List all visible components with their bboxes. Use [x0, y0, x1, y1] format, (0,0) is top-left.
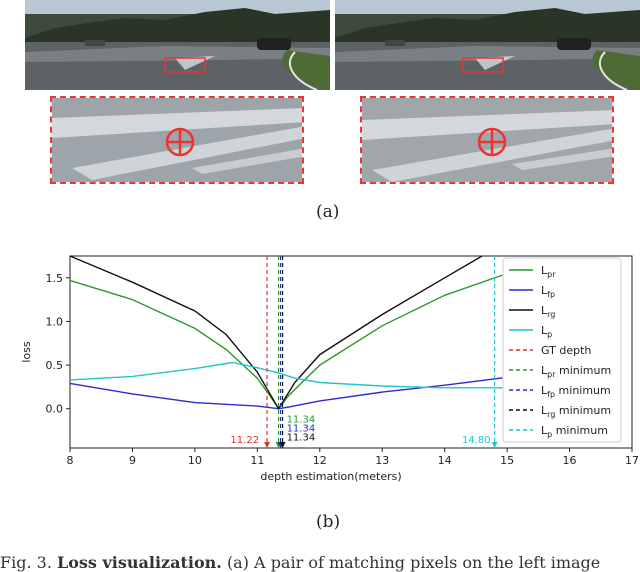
figure-caption-prefix: Fig. 3.: [0, 553, 52, 572]
x-tick-label: 11: [250, 454, 264, 467]
y-tick-label: 1.0: [46, 315, 64, 328]
caption-b: (b): [316, 512, 341, 532]
loss-chart-svg: 8 9 10 11 12 13 14 15 16 17 0.0 0.5 1.0 1.5 depth esti…: [20, 255, 639, 483]
x-tick-label: 10: [188, 454, 202, 467]
y-tick-label: 0.5: [46, 359, 64, 372]
x-tick-label: 16: [563, 454, 577, 467]
right-image: [335, 0, 640, 90]
series-line-pr: [69, 272, 508, 410]
legend-label: Lfp: [541, 284, 555, 299]
y-tick-label: 0.0: [46, 403, 64, 416]
left-zoom-panel: [50, 96, 304, 184]
legend-box: [502, 257, 622, 443]
x-tick-label: 17: [625, 454, 639, 467]
legend-label: Lrg: [541, 304, 555, 319]
legend-label: Lp: [541, 324, 552, 339]
y-tick-label: 1.5: [46, 272, 64, 285]
x-tick-label: 12: [313, 454, 327, 467]
x-tick-label: 15: [500, 454, 514, 467]
right-zoom-panel: [360, 96, 614, 184]
legend-label: Lpr: [541, 264, 556, 279]
figure-caption-bold: Loss visualization.: [57, 553, 222, 572]
value-label-fp: 11.34: [287, 424, 316, 435]
legend-label: Lpr minimum: [541, 364, 611, 379]
legend-label: Lp minimum: [541, 424, 608, 439]
value-label-pr: 11.34: [287, 415, 316, 426]
loss-chart: 8 9 10 11 12 13 14 15 16 17 0.0 0.5 1.0 1.5 depth esti…: [0, 238, 640, 503]
x-tick-label: 8: [67, 454, 74, 467]
series-line-fp: [69, 376, 508, 410]
series-line-p: [69, 361, 508, 389]
ref-arrow: [264, 442, 271, 448]
legend-label: Lrg minimum: [541, 404, 611, 419]
x-tick-label: 14: [438, 454, 452, 467]
y-axis-label: loss: [20, 341, 33, 363]
value-label-p: 14.80: [462, 435, 491, 446]
left-image: [25, 0, 330, 90]
ref-arrow: [491, 442, 498, 448]
x-axis-label: depth estimation(meters): [260, 470, 401, 483]
x-tick-label: 13: [375, 454, 389, 467]
x-tick-label: 9: [129, 454, 136, 467]
figure-caption: Fig. 3. Loss visualization. (a) A pair o…: [0, 553, 600, 572]
value-label-rg: 11.34: [287, 433, 316, 444]
figure-caption-rest: (a) A pair of matching pixels on the lef…: [226, 553, 601, 572]
legend-label: Lfp minimum: [541, 384, 611, 399]
caption-a: (a): [316, 202, 340, 222]
plot-frame: [69, 255, 633, 449]
ref-arrow: [279, 442, 286, 448]
legend-label: GT depth: [541, 344, 591, 357]
series-line-rg: [69, 255, 483, 411]
value-label-gt: 11.22: [230, 435, 259, 446]
